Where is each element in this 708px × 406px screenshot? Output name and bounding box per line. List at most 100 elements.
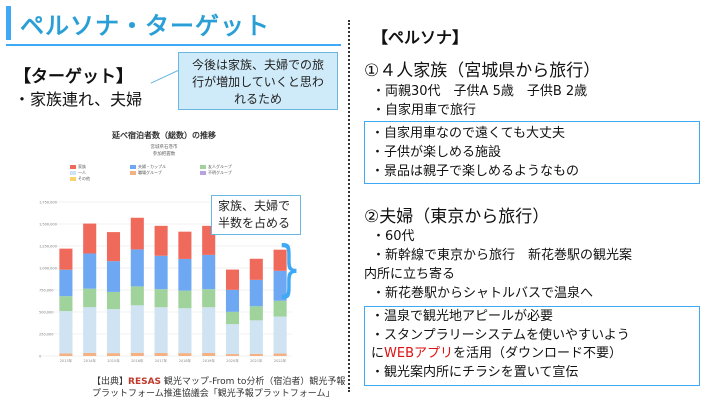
legend-label: 夫婦・カップル <box>138 164 166 169</box>
bar-segment <box>83 288 97 308</box>
source-line2: プラットフォーム推進協議会「観光予報プラットフォーム」 <box>92 389 335 399</box>
bar-segment <box>106 353 121 356</box>
bar-segment <box>106 291 121 310</box>
callout-line-2: 行が増加していくと思わ <box>192 75 324 89</box>
legend-item: 友人グループ <box>200 164 232 170</box>
bar-segment <box>202 353 216 356</box>
persona1-title: ①４人家族（宮城県から旅行） <box>364 61 601 81</box>
bar-segment <box>59 269 73 297</box>
bar-segment <box>225 311 240 325</box>
overnight-stays-chart: 0 250,000 500,000 750,000 1,000,000 1,250,000… <box>30 124 298 370</box>
bar-segment <box>249 306 263 321</box>
persona1-point-2: ・子供が楽しめる施設 <box>371 145 502 160</box>
page-title: ペルソナ・ターゲット <box>20 12 270 40</box>
source-prefix: 【出典】 <box>92 377 129 387</box>
web-app-highlight: WEBアプリ <box>384 346 454 361</box>
legend-item: 一人 <box>70 170 86 176</box>
target-text: ・家族連れ、夫婦 <box>14 90 143 109</box>
persona1-line-2: ・自家用車で旅行 <box>372 103 477 118</box>
bar-segment <box>83 253 97 289</box>
legend-swatch <box>70 171 76 175</box>
bar-segment <box>178 353 192 356</box>
chart-title: 延べ宿泊者数（総数）の推移 <box>112 131 216 140</box>
persona1-points-box: ・自家用車なので遠くても大丈夫 ・子供が楽しめる施設 ・景品は親子で楽しめるよう… <box>364 121 700 184</box>
x-tick-label: 2018年 <box>179 358 192 363</box>
x-tick-label: 2020年 <box>226 358 239 363</box>
y-tick-label: 250,000 <box>39 333 53 337</box>
bar-segment <box>154 289 168 308</box>
legend-label: 友人グループ <box>208 164 232 169</box>
legend-swatch <box>130 171 136 175</box>
y-tick-label: 0 <box>39 355 41 359</box>
bar-segment <box>130 352 144 356</box>
persona2-point-4: ・観光案内所にチラシを置いて宣伝 <box>371 364 579 380</box>
legend-label: 職場グループ <box>138 170 162 175</box>
legend-item: 職場グループ <box>130 170 162 176</box>
bar-segment <box>225 269 240 290</box>
bar-segment <box>154 307 168 354</box>
bar-segment <box>273 353 287 356</box>
x-tick-label: 2016年 <box>131 358 144 363</box>
bar-segment <box>249 320 263 354</box>
half-note-line-1: 家族、夫婦で <box>218 199 291 213</box>
x-tick-label: 2014年 <box>83 358 96 363</box>
persona2-point-3: にWEBアプリを活用（ダウンロード不要） <box>371 345 693 364</box>
bar-segment <box>202 289 216 308</box>
legend-label: 一人 <box>78 170 86 175</box>
x-tick-label: 2013年 <box>60 358 73 363</box>
reason-callout: 今後は家族、夫婦での旅 行が増加していくと思わ れるため <box>178 52 338 110</box>
bar-segment <box>178 258 192 291</box>
bar-segment <box>59 353 73 356</box>
persona1-line-1: ・両親30代 子供A 5歳 子供B 2歳 <box>372 84 588 99</box>
half-share-note: 家族、夫婦で 半数を占める <box>211 195 301 235</box>
x-tick-label: 2021年 <box>250 358 263 363</box>
y-tick-label: 500,000 <box>39 311 53 315</box>
legend-label: 不明グループ <box>208 170 232 175</box>
source-resas: RESAS <box>128 377 162 387</box>
legend-label: その他 <box>78 176 90 181</box>
bar-segment <box>106 232 121 262</box>
bar-segment <box>154 225 168 256</box>
x-tick-label: 2022年 <box>274 358 287 363</box>
bar-segment <box>106 309 121 354</box>
target-heading: 【ターゲット】 <box>14 67 133 87</box>
bar-segment <box>83 307 97 353</box>
x-tick-label: 2019年 <box>202 358 215 363</box>
bar-segment <box>178 308 192 354</box>
bar-segment <box>130 286 144 306</box>
persona2-line-1: ・60代 <box>372 229 415 244</box>
legend-item: 家族 <box>70 164 86 170</box>
title-accent-bar <box>6 6 11 40</box>
bar-segment <box>249 353 263 356</box>
legend-label: 家族 <box>78 164 86 169</box>
source-citation: 【出典】RESAS 観光マップ-From to分析（宿泊者）観光予報 プラットフ… <box>92 376 352 400</box>
chart-canvas: 0 250,000 500,000 750,000 1,000,000 1,250,000… <box>39 201 292 363</box>
legend-item: 夫婦・カップル <box>130 164 166 170</box>
persona2-line-4: ・新花巻駅からシャトルバスで温泉へ <box>372 286 594 301</box>
persona2-line-3: 内所に立ち寄る <box>364 267 456 282</box>
legend-item: その他 <box>70 176 90 182</box>
bar-segment <box>225 354 240 356</box>
persona2-point-2: ・スタンプラリーシステムを使いやすいよう <box>371 327 630 343</box>
bar-segment <box>83 352 97 356</box>
persona2-point-3-suffix: を活用（ダウンロード不要） <box>453 346 623 361</box>
bar-segment <box>249 258 263 280</box>
bar-segment <box>83 223 97 254</box>
bar-segment <box>59 296 73 312</box>
right-brace-icon: } <box>277 232 302 304</box>
x-tick-label: 2015年 <box>107 358 120 363</box>
bar-segment <box>273 300 287 317</box>
persona-heading: 【ペルソナ】 <box>372 28 469 47</box>
bar-segment <box>273 249 287 271</box>
callout-line-3: れるため <box>233 92 282 106</box>
y-tick-label: 1,000,000 <box>39 267 57 271</box>
bar-segment <box>273 316 287 354</box>
legend-item: 不明グループ <box>200 170 232 176</box>
bar-segment <box>106 261 121 292</box>
half-note-line-2: 半数を占める <box>218 216 291 230</box>
bar-segment <box>178 290 192 309</box>
column-divider <box>348 20 350 392</box>
bar-segment <box>154 353 168 356</box>
chart-subtitle-1: 宮城県石巻市 <box>150 145 178 150</box>
persona2-point-1: ・温泉で観光地アピールが必要 <box>371 309 554 324</box>
